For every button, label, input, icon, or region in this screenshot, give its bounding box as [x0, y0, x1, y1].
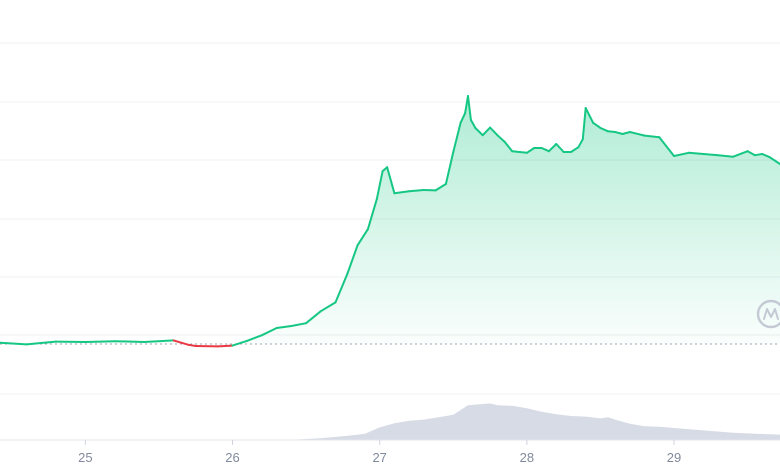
price-line-segment [581, 107, 587, 141]
price-line-segment [84, 340, 116, 343]
price-line-segment [503, 141, 514, 153]
price-line-segment [761, 153, 771, 159]
price-line-segment [444, 151, 455, 185]
x-tick-label: 26 [225, 450, 239, 465]
price-line [0, 95, 780, 348]
price-line-segment [643, 134, 661, 139]
price-line-segment [717, 154, 734, 158]
price-line-segment [547, 143, 558, 153]
price-line-segment [319, 301, 337, 313]
price-line-segment [386, 166, 396, 195]
price-area-fill [0, 96, 780, 344]
price-line-segment [768, 156, 780, 165]
price-line-segment [113, 340, 146, 343]
price-line-segment [246, 334, 263, 342]
price-line-segment [754, 153, 764, 157]
price-line-segment [261, 327, 278, 337]
price-line-segment [511, 150, 521, 153]
x-axis-ticks: 25 26 27 28 29 [78, 440, 681, 465]
price-line-segment [474, 127, 484, 137]
price-line-segment [143, 339, 175, 343]
price-line-segment [481, 126, 492, 137]
volume-area [0, 403, 780, 440]
price-line-segment [305, 310, 322, 325]
price-line-segment [346, 244, 359, 275]
price-line-segment [628, 131, 646, 137]
price-line-segment [408, 189, 425, 193]
price-line-segment [467, 95, 472, 121]
price-line-segment [231, 339, 249, 347]
price-line-segment [599, 127, 609, 133]
price-line-segment [606, 130, 617, 133]
price-line-segment [172, 339, 190, 346]
price-line-segment [275, 325, 293, 329]
price-line-segment [393, 190, 411, 195]
x-tick-label: 29 [667, 450, 681, 465]
price-line-segment [434, 183, 447, 192]
price-line-segment [687, 151, 705, 155]
price-line-segment [452, 121, 462, 153]
price-line-segment [375, 170, 384, 201]
price-line-segment [702, 153, 720, 157]
price-line-segment [584, 107, 595, 124]
price-line-segment [518, 151, 528, 154]
price-line-segment [334, 273, 349, 304]
price-line-segment [731, 150, 749, 158]
price-line-segment [459, 112, 467, 124]
price-line-segment [673, 151, 690, 157]
price-line-segment [614, 131, 624, 135]
price-line-segment [25, 340, 57, 346]
price-line-segment [658, 136, 675, 157]
price-line-segment [469, 119, 477, 129]
coinmarketcap-logo-icon [756, 299, 780, 329]
price-line-segment [366, 198, 378, 231]
x-tick-label: 28 [520, 450, 534, 465]
price-line-segment [540, 147, 550, 153]
x-tick-label: 27 [372, 450, 386, 465]
price-line-segment [555, 143, 565, 153]
price-line-segment [187, 343, 197, 347]
price-line-segment [489, 126, 499, 137]
price-line-segment [577, 138, 584, 149]
price-line-segment [216, 344, 234, 348]
price-line-segment [496, 134, 506, 143]
price-line-segment [746, 150, 756, 157]
price-line-segment [621, 131, 631, 135]
price-line-segment [356, 228, 369, 247]
x-tick-label: 25 [78, 450, 92, 465]
price-line-segment [570, 146, 580, 153]
price-line-segment [592, 121, 602, 129]
price-line-segment [290, 322, 308, 327]
price-line-segment [0, 341, 28, 346]
price-line-segment [525, 147, 536, 154]
